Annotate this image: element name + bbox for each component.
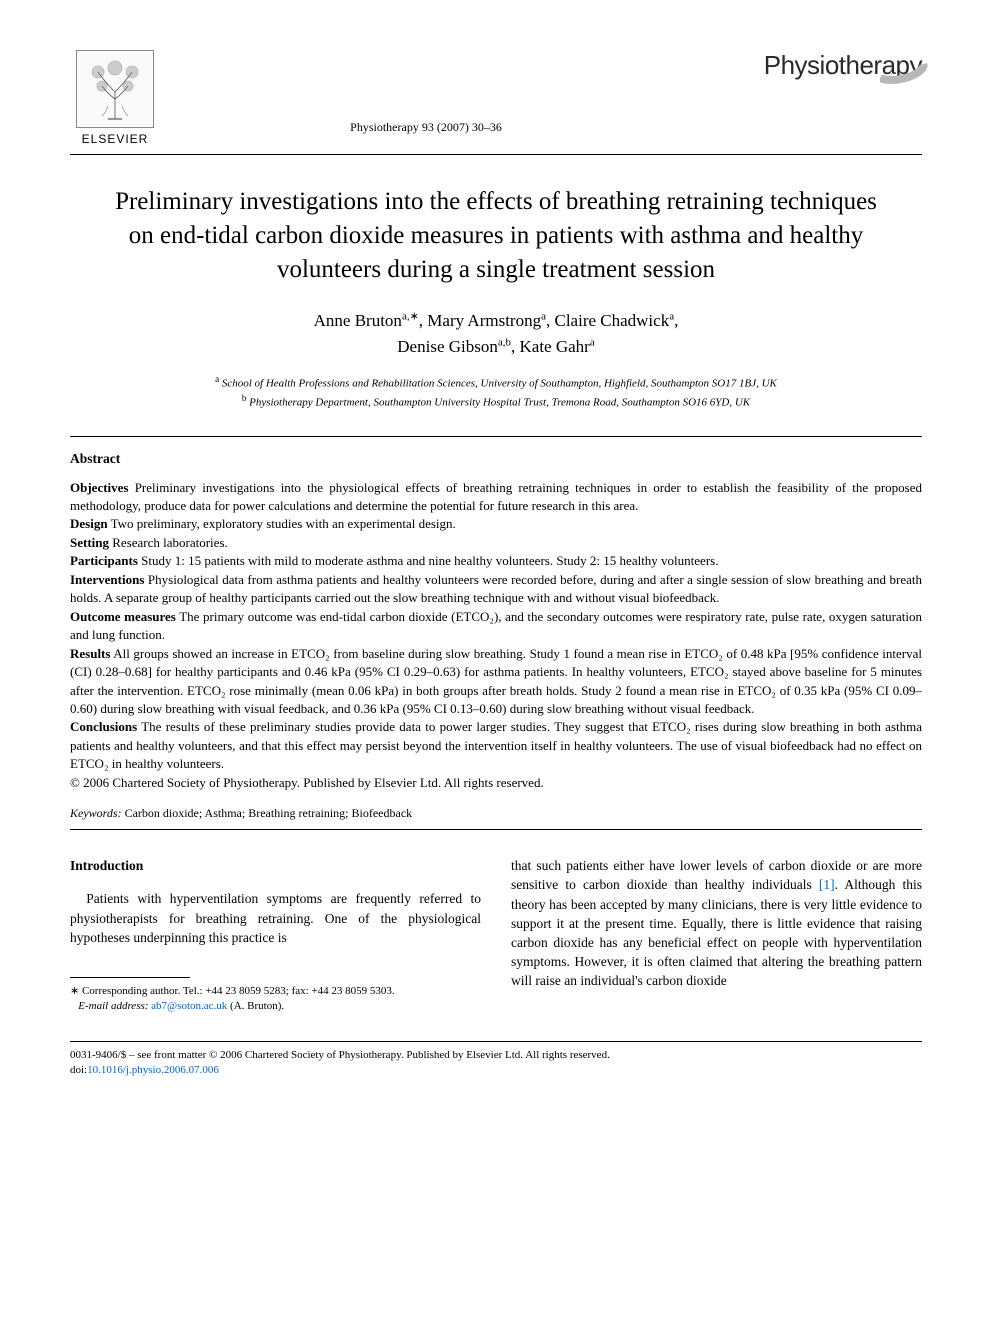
email-label: E-mail address: xyxy=(78,1000,148,1012)
author-sep: , Claire Chadwick xyxy=(546,311,669,330)
conclusions-text: The results of these preliminary studies… xyxy=(70,719,922,771)
author-sep: , Mary Armstrong xyxy=(419,311,541,330)
participants-text: Study 1: 15 patients with mild to modera… xyxy=(138,553,719,568)
corresponding-footnote: ∗ Corresponding author. Tel.: +44 23 805… xyxy=(70,984,481,1015)
abstract-bottom-rule xyxy=(70,829,922,830)
interventions-text: Physiological data from asthma patients … xyxy=(70,572,922,605)
publisher-block: ELSEVIER xyxy=(70,50,160,146)
keywords-label: Keywords: xyxy=(70,806,122,820)
right-column: that such patients either have lower lev… xyxy=(511,856,922,1014)
author-name: Denise Gibson xyxy=(397,337,498,356)
doi-label: doi: xyxy=(70,1064,87,1076)
swoosh-icon xyxy=(880,54,930,84)
author-affil-sup: a,∗ xyxy=(402,311,419,323)
outcome-label: Outcome measures xyxy=(70,609,176,624)
journal-logo: Physiotherapy xyxy=(692,50,922,81)
intro-right-post: . Although this theory has been accepted… xyxy=(511,877,922,988)
interventions-label: Interventions xyxy=(70,572,144,587)
email-link[interactable]: ab7@soton.ac.uk xyxy=(148,1000,227,1012)
setting-label: Setting xyxy=(70,535,109,550)
footnote-rule xyxy=(70,977,190,978)
conclusions-label: Conclusions xyxy=(70,719,137,734)
results-label: Results xyxy=(70,646,110,661)
body-columns: Introduction Patients with hyperventilat… xyxy=(70,856,922,1014)
front-matter-line: 0031-9406/$ – see front matter © 2006 Ch… xyxy=(70,1049,610,1061)
objectives-label: Objectives xyxy=(70,480,128,495)
keywords: Keywords: Carbon dioxide; Asthma; Breath… xyxy=(70,806,922,821)
keywords-text: Carbon dioxide; Asthma; Breathing retrai… xyxy=(122,806,413,820)
doi-link[interactable]: 10.1016/j.physio.2006.07.006 xyxy=(87,1064,219,1076)
abstract-heading: Abstract xyxy=(70,451,922,467)
email-who: (A. Bruton). xyxy=(227,1000,284,1012)
setting-text: Research laboratories. xyxy=(109,535,228,550)
corr-marker: ∗ xyxy=(70,985,79,997)
bottom-matter: 0031-9406/$ – see front matter © 2006 Ch… xyxy=(70,1048,922,1079)
abstract-body: Objectives Preliminary investigations in… xyxy=(70,479,922,793)
page-header: ELSEVIER Physiotherapy 93 (2007) 30–36 P… xyxy=(70,50,922,146)
intro-para-left: Patients with hyperventilation symptoms … xyxy=(70,889,481,946)
bottom-rule xyxy=(70,1041,922,1042)
outcome-text: The primary outcome was end-tidal carbon… xyxy=(70,609,922,642)
author-name: Anne Bruton xyxy=(314,311,402,330)
citation-link[interactable]: [1] xyxy=(819,877,835,892)
intro-para-right: that such patients either have lower lev… xyxy=(511,856,922,990)
design-label: Design xyxy=(70,516,108,531)
introduction-heading: Introduction xyxy=(70,856,481,875)
affiliation-b: Physiotherapy Department, Southampton Un… xyxy=(246,397,750,409)
abstract-copyright: © 2006 Chartered Society of Physiotherap… xyxy=(70,774,922,792)
author-sep: , Kate Gahr xyxy=(511,337,590,356)
participants-label: Participants xyxy=(70,553,138,568)
design-text: Two preliminary, exploratory studies wit… xyxy=(108,516,456,531)
article-title: Preliminary investigations into the effe… xyxy=(100,185,892,286)
header-rule xyxy=(70,154,922,155)
abstract-top-rule xyxy=(70,436,922,437)
publisher-label: ELSEVIER xyxy=(82,132,149,146)
elsevier-tree-icon xyxy=(76,50,154,128)
corr-text: Corresponding author. Tel.: +44 23 8059 … xyxy=(79,985,394,997)
results-text: All groups showed an increase in ETCO₂ f… xyxy=(70,646,922,716)
author-affil-sup: a xyxy=(590,336,595,348)
objectives-text: Preliminary investigations into the phys… xyxy=(70,480,922,513)
author-affil-sup: a,b xyxy=(498,336,511,348)
affiliations: a School of Health Professions and Rehab… xyxy=(70,373,922,411)
affiliation-a: School of Health Professions and Rehabil… xyxy=(219,378,777,390)
author-sep: , xyxy=(674,311,678,330)
left-column: Introduction Patients with hyperventilat… xyxy=(70,856,481,1014)
author-list: Anne Brutona,∗, Mary Armstrong a , Claire … xyxy=(70,308,922,359)
journal-citation: Physiotherapy 93 (2007) 30–36 xyxy=(160,120,692,135)
